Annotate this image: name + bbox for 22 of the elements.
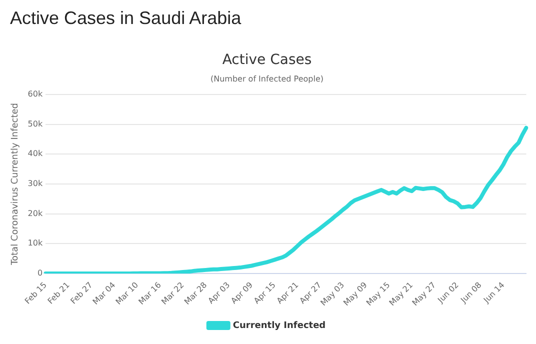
y-tick-label: 40k	[28, 149, 43, 158]
x-tick-label: Apr 21	[275, 280, 300, 306]
x-tick-label: Feb 15	[23, 280, 48, 306]
legend-label: Currently Infected	[232, 320, 326, 331]
y-tick-label: 0	[38, 268, 43, 278]
y-tick-label: 30k	[28, 179, 43, 188]
x-tick-label: Jun 08	[458, 280, 484, 306]
x-tick-label: Mar 28	[182, 280, 209, 306]
y-tick-label: 50k	[28, 119, 43, 128]
x-tick-label: Apr 15	[252, 280, 278, 306]
x-tick-label: Feb 21	[46, 280, 72, 306]
y-tick-label: 60k	[28, 89, 43, 98]
text: Active Cases in Saudi Arabia	[10, 8, 242, 29]
y-tick-label: 10k	[28, 238, 43, 248]
x-tick-label: Jun 14	[481, 280, 506, 306]
y-axis-title: Total Coronavirus Currently Infected	[10, 102, 21, 266]
chart-subtitle: (Number of Infected People)	[210, 74, 324, 84]
x-tick-label: Apr 09	[229, 280, 254, 306]
x-tick-label: Jun 02	[436, 280, 460, 306]
x-tick-label: Apr 03	[206, 280, 232, 306]
y-tick-label: 20k	[28, 208, 43, 218]
chart-title: Active Cases	[222, 52, 312, 68]
